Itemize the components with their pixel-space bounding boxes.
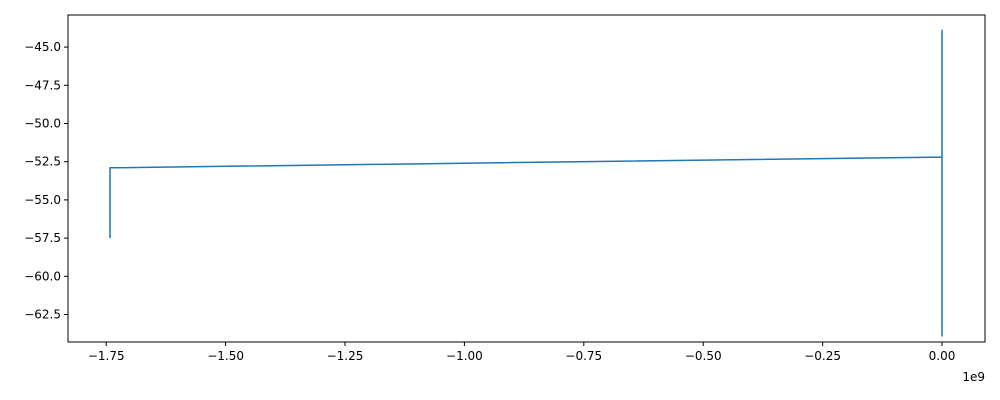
x-tick-label: 0.00 bbox=[929, 349, 956, 363]
x-tick-label: −1.00 bbox=[446, 349, 483, 363]
y-tick-label: −52.5 bbox=[24, 155, 61, 169]
x-tick-label: −0.75 bbox=[565, 349, 602, 363]
series-line-0 bbox=[109, 29, 943, 337]
y-axis-ticks: −45.0 −47.5 −50.0 −52.5 −55.0 −57.5 −60.0 −62.5 bbox=[24, 40, 68, 321]
x-tick-label: −1.50 bbox=[207, 349, 244, 363]
y-tick-label: −55.0 bbox=[24, 193, 61, 207]
y-tick-label: −60.0 bbox=[24, 269, 61, 283]
series-layer bbox=[109, 29, 943, 337]
y-tick-label: −47.5 bbox=[24, 78, 61, 92]
y-tick-label: −62.5 bbox=[24, 307, 61, 321]
y-tick-label: −45.0 bbox=[24, 40, 61, 54]
y-tick-label: −57.5 bbox=[24, 231, 61, 245]
x-tick-label: −1.75 bbox=[88, 349, 125, 363]
x-axis-ticks: −1.75 −1.50 −1.25 −1.00 −0.75 −0.50 −0.25 0.00 bbox=[88, 342, 956, 363]
plot-area-background bbox=[68, 15, 985, 342]
x-tick-label: −0.50 bbox=[685, 349, 722, 363]
plot-frame bbox=[67, 14, 986, 343]
x-tick-label: −0.25 bbox=[804, 349, 841, 363]
y-tick-label: −50.0 bbox=[24, 116, 61, 130]
x-axis-offset-label: 1e9 bbox=[962, 370, 985, 384]
x-tick-label: −1.25 bbox=[327, 349, 364, 363]
